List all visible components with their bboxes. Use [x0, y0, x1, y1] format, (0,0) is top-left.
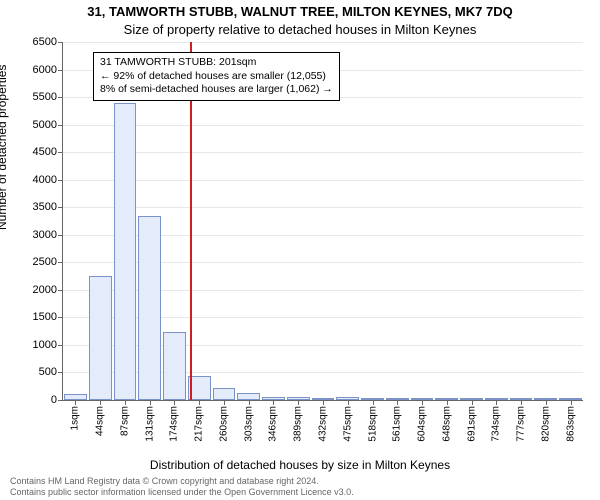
chart-title-line2: Size of property relative to detached ho…: [0, 22, 600, 37]
xtick-label: 217sqm: [194, 406, 205, 442]
xtick-mark: [496, 400, 497, 405]
xtick-mark: [323, 400, 324, 405]
xtick-mark: [373, 400, 374, 405]
xtick-mark: [298, 400, 299, 405]
xtick-label: 346sqm: [268, 406, 279, 442]
annotation-line1: 31 TAMWORTH STUBB: 201sqm: [100, 56, 333, 70]
xtick-label: 1sqm: [70, 406, 81, 430]
xtick-label: 87sqm: [119, 406, 130, 436]
ytick-label: 4000: [17, 174, 63, 186]
chart-title-line1: 31, TAMWORTH STUBB, WALNUT TREE, MILTON …: [0, 4, 600, 19]
xtick-mark: [546, 400, 547, 405]
xtick-mark: [174, 400, 175, 405]
xtick-label: 174sqm: [169, 406, 180, 442]
gridline: [63, 180, 583, 181]
xtick-mark: [422, 400, 423, 405]
xtick-label: 691sqm: [466, 406, 477, 442]
x-axis-label: Distribution of detached houses by size …: [0, 458, 600, 472]
xtick-label: 260sqm: [218, 406, 229, 442]
annotation-line2: ← 92% of detached houses are smaller (12…: [100, 70, 333, 84]
xtick-label: 389sqm: [293, 406, 304, 442]
bar: [163, 332, 186, 400]
xtick-label: 820sqm: [540, 406, 551, 442]
xtick-label: 432sqm: [318, 406, 329, 442]
xtick-mark: [348, 400, 349, 405]
xtick-label: 863sqm: [565, 406, 576, 442]
bar: [89, 276, 112, 400]
annotation-line3: 8% of semi-detached houses are larger (1…: [100, 83, 333, 97]
xtick-mark: [397, 400, 398, 405]
xtick-mark: [273, 400, 274, 405]
xtick-label: 648sqm: [441, 406, 452, 442]
xtick-mark: [521, 400, 522, 405]
gridline: [63, 207, 583, 208]
ytick-label: 500: [17, 366, 63, 378]
bar: [213, 388, 236, 400]
xtick-mark: [199, 400, 200, 405]
ytick-label: 5000: [17, 119, 63, 131]
xtick-mark: [75, 400, 76, 405]
xtick-label: 475sqm: [342, 406, 353, 442]
ytick-label: 0: [17, 394, 63, 406]
xtick-label: 604sqm: [417, 406, 428, 442]
annotation-box: 31 TAMWORTH STUBB: 201sqm ← 92% of detac…: [93, 52, 340, 101]
chart-container: 31, TAMWORTH STUBB, WALNUT TREE, MILTON …: [0, 0, 600, 500]
footer-credits: Contains HM Land Registry data © Crown c…: [10, 476, 354, 498]
xtick-mark: [571, 400, 572, 405]
ytick-label: 1000: [17, 339, 63, 351]
xtick-mark: [472, 400, 473, 405]
footer-line1: Contains HM Land Registry data © Crown c…: [10, 476, 354, 487]
xtick-mark: [224, 400, 225, 405]
ytick-label: 4500: [17, 146, 63, 158]
xtick-label: 518sqm: [367, 406, 378, 442]
bar: [237, 393, 260, 400]
xtick-label: 561sqm: [392, 406, 403, 442]
xtick-mark: [150, 400, 151, 405]
bar: [138, 216, 161, 401]
ytick-label: 6500: [17, 36, 63, 48]
plot-area: 0500100015002000250030003500400045005000…: [62, 42, 583, 401]
ytick-label: 2500: [17, 256, 63, 268]
ytick-label: 5500: [17, 91, 63, 103]
xtick-label: 777sqm: [516, 406, 527, 442]
xtick-label: 303sqm: [243, 406, 254, 442]
gridline: [63, 152, 583, 153]
footer-line2: Contains public sector information licen…: [10, 487, 354, 498]
ytick-label: 1500: [17, 311, 63, 323]
ytick-label: 3000: [17, 229, 63, 241]
gridline: [63, 42, 583, 43]
xtick-mark: [447, 400, 448, 405]
ytick-label: 3500: [17, 201, 63, 213]
gridline: [63, 125, 583, 126]
bar: [114, 103, 137, 400]
xtick-label: 131sqm: [144, 406, 155, 442]
ytick-label: 6000: [17, 64, 63, 76]
xtick-mark: [125, 400, 126, 405]
ytick-label: 2000: [17, 284, 63, 296]
xtick-mark: [249, 400, 250, 405]
xtick-mark: [100, 400, 101, 405]
xtick-label: 734sqm: [491, 406, 502, 442]
xtick-label: 44sqm: [95, 406, 106, 436]
y-axis-label: Number of detached properties: [0, 65, 9, 230]
